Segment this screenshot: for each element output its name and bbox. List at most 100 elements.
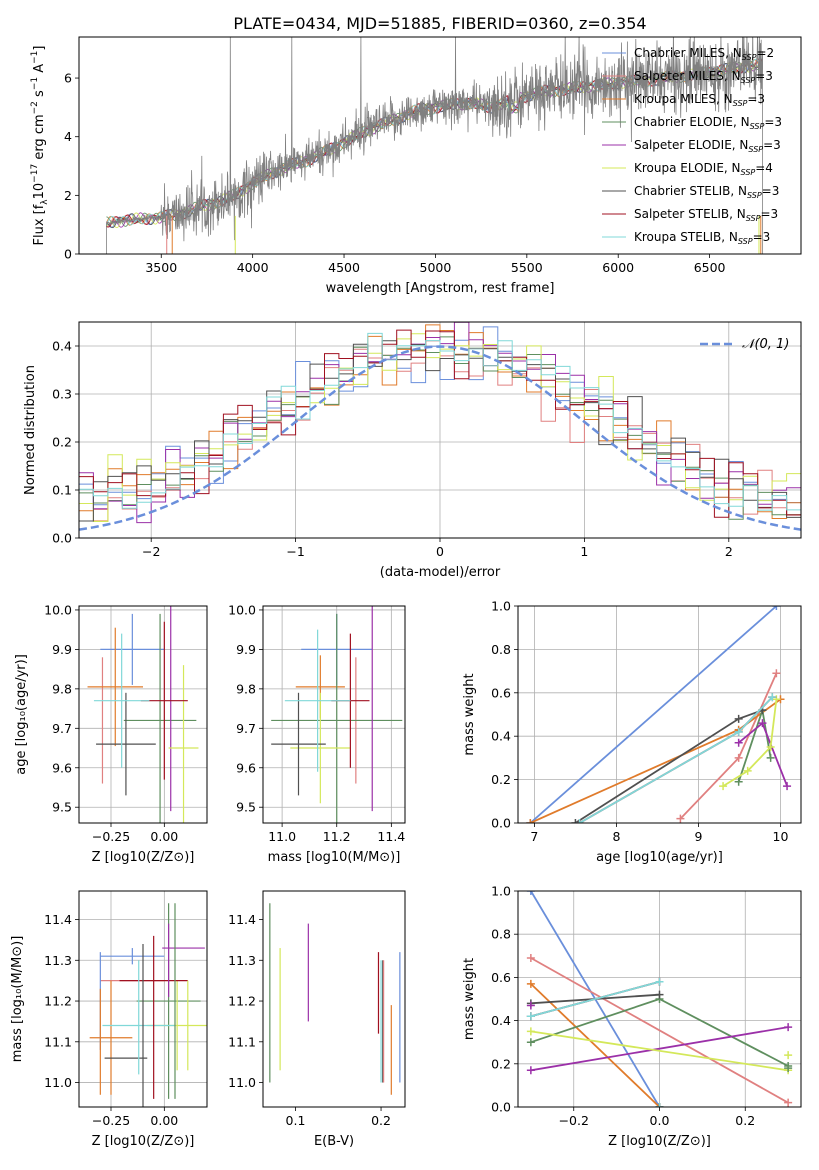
weight-marker: [571, 819, 580, 823]
legend-nssp: =3: [763, 138, 781, 152]
weight-line: [530, 957, 789, 1104]
legend-nssp: =3: [760, 207, 778, 221]
legend-model: Chabrier ELODIE, N: [634, 115, 750, 129]
x-tick-label: 3500: [145, 260, 177, 275]
y-tick-label: 0.2: [52, 435, 72, 450]
x-tick-label: −0.25: [92, 1113, 130, 1128]
weight-line: [530, 1030, 789, 1072]
x-tick-label: 4500: [328, 260, 360, 275]
x-axis-label: E(B-V): [314, 1134, 354, 1149]
x-tick-label: 5000: [420, 260, 452, 275]
x-tick-label: 10: [773, 829, 789, 844]
weight-marker: [526, 979, 535, 988]
legend-subscript: SSP: [741, 168, 756, 177]
y-tick-label: 9.9: [236, 642, 256, 657]
panel-mass_vs_ebv: 0.1 0.2 11.0 11.1 11.2 11.3 11.4 E(B-V): [228, 890, 406, 1149]
legend-subscript: SSP: [748, 145, 763, 154]
panel-spectrum: 3500 4000 4500 5000 5500 6000 6500 0 2 4 6 waveleng…: [30, 36, 802, 296]
x-tick-label: −2: [142, 544, 160, 559]
axes-frame: [78, 36, 802, 255]
x-tick-label: 11.0: [268, 829, 296, 844]
weight-marker: [784, 1051, 793, 1060]
y-tick-label: 11.3: [44, 953, 72, 968]
legend-model: Chabrier STELIB, N: [634, 184, 747, 198]
weight-marker: [526, 953, 535, 962]
weight-marker: [783, 782, 792, 791]
legend-subscript: SSP: [733, 99, 748, 108]
legend-model: Chabrier MILES, N: [634, 46, 742, 60]
y-tick-label: 1.0: [491, 884, 511, 899]
y-tick-label: 11.2: [44, 994, 72, 1009]
legend-label: Chabrier STELIB, NSSP=3: [634, 184, 779, 200]
weight-line: [529, 606, 777, 823]
panel-age_vs_mass: 11.0 11.2 11.4 9.5 9.6 9.7 9.8 9.9 10.0 mass [log…: [228, 602, 406, 865]
x-tick-label: 0: [436, 544, 444, 559]
legend-label: Kroupa ELODIE, NSSP=4: [634, 161, 773, 177]
x-tick-label: 0.00: [150, 829, 178, 844]
histogram-step: [79, 329, 801, 518]
legend-label: 𝒩(0, 1): [742, 337, 789, 352]
axes-frame: [517, 890, 802, 1108]
y-tick-label: 0.6: [491, 970, 511, 985]
x-tick-label: 1: [580, 544, 588, 559]
legend-label: Kroupa STELIB, NSSP=3: [634, 230, 770, 246]
y-label-part: Flux [f: [32, 204, 47, 245]
weight-marker: [734, 727, 743, 736]
y-label-part: −2: [30, 101, 40, 114]
weight-line: [579, 696, 773, 823]
y-tick-label: 2: [64, 188, 72, 203]
y-tick-label: 9.6: [236, 760, 256, 775]
x-tick-label: 9: [694, 829, 702, 844]
weight-marker: [655, 977, 664, 986]
axes-frame: [262, 605, 406, 824]
legend-subscript: SSP: [741, 76, 756, 85]
panel-mass_vs_Z: −0.25 0.00 11.0 11.1 11.2 11.3 11.4 Z [log10(Z/…: [10, 890, 208, 1149]
weight-line: [579, 696, 773, 823]
axes-frame: [517, 605, 802, 824]
weight-marker: [526, 1038, 535, 1047]
figure-title: PLATE=0434, MJD=51885, FIBERID=0360, z=0…: [233, 14, 646, 33]
weight-marker: [526, 1001, 535, 1010]
weight-marker: [655, 1103, 664, 1107]
y-tick-label: 11.1: [44, 1034, 72, 1049]
x-tick-label: −1: [286, 544, 304, 559]
weight-marker: [766, 743, 775, 752]
y-tick-label: 11.0: [44, 1075, 72, 1090]
weight-marker: [784, 1023, 793, 1032]
weight-marker: [734, 777, 743, 786]
y-tick-label: 1.0: [491, 599, 511, 614]
legend-subscript: SSP: [742, 53, 757, 62]
y-tick-label: 9.6: [52, 760, 72, 775]
x-axis-label: Z [log10(Z/Z⊙)]: [608, 1134, 711, 1149]
y-tick-label: 10.0: [228, 602, 256, 617]
plot-area-spectrum: [105, 37, 764, 254]
weight-marker: [772, 606, 781, 610]
histogram-step: [79, 340, 801, 522]
weight-line: [530, 1026, 789, 1072]
y-label-part: −1: [30, 77, 40, 90]
legend-subscript: SSP: [747, 191, 762, 200]
y-axis-label: mass weight: [462, 673, 477, 755]
x-axis-label: mass [log10(M/M⊙)]: [268, 850, 401, 865]
weight-marker: [768, 693, 777, 702]
legend-label: Chabrier ELODIE, NSSP=3: [634, 115, 782, 131]
legend-nssp: =3: [762, 184, 780, 198]
weight-marker: [575, 819, 584, 823]
y-tick-label: 10.0: [44, 602, 72, 617]
y-label-part: erg cm: [32, 114, 47, 163]
x-tick-label: −0.25: [92, 829, 130, 844]
weight-marker: [526, 1027, 535, 1036]
y-tick-label: 0.4: [491, 1013, 511, 1028]
weight-marker: [526, 819, 535, 823]
y-tick-label: 11.3: [228, 953, 256, 968]
axes-frame: [78, 890, 208, 1108]
legend-nssp: =3: [747, 92, 765, 106]
y-tick-label: 11.4: [44, 912, 72, 927]
x-tick-label: 0.00: [150, 1113, 178, 1128]
y-tick-label: 0: [64, 247, 72, 262]
y-tick-label: 9.9: [52, 642, 72, 657]
x-axis-label: age [log10(age/yr)]: [596, 850, 723, 865]
y-tick-label: 0.0: [491, 816, 511, 831]
